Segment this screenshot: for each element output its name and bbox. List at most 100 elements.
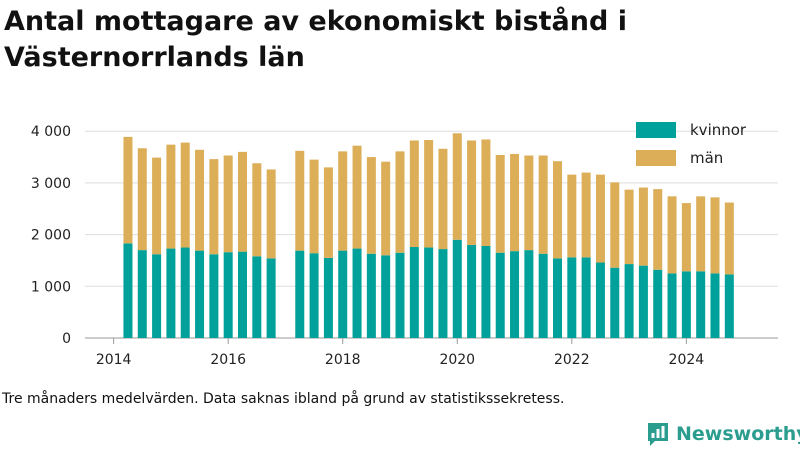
bar-man <box>638 187 648 266</box>
y-tick-label: 4 000 <box>31 124 71 140</box>
legend-label: kvinnor <box>690 121 747 139</box>
legend-swatch <box>636 150 676 166</box>
bars <box>123 133 734 338</box>
bar-man <box>424 139 434 248</box>
bar-man <box>667 196 677 274</box>
bar-man <box>209 159 219 255</box>
bar-man <box>137 148 147 251</box>
bar-kvinnor <box>724 274 734 338</box>
bar-kvinnor <box>395 252 405 338</box>
bar-kvinnor <box>238 251 247 338</box>
newsworthy-logo: Newsworthy <box>646 420 800 448</box>
x-tick-label: 2018 <box>325 352 361 368</box>
bar-kvinnor <box>424 247 434 338</box>
bar-man <box>452 133 462 240</box>
bar-man <box>323 167 333 258</box>
bar-kvinnor <box>295 250 305 338</box>
bar-man <box>395 151 405 253</box>
y-tick-label: 1 000 <box>31 279 71 295</box>
chart-caption: Tre månaders medelvärden. Data saknas ib… <box>2 391 565 407</box>
bar-kvinnor <box>667 273 677 338</box>
bar-man <box>567 174 577 258</box>
bar-man <box>409 140 419 248</box>
bar-kvinnor <box>524 250 534 338</box>
legend: kvinnor män <box>636 121 747 167</box>
x-tick-label: 2022 <box>554 352 590 368</box>
x-tick-label: 2024 <box>669 352 705 368</box>
bar-man <box>595 174 605 263</box>
bar-kvinnor <box>653 269 663 338</box>
bar-man <box>467 140 477 245</box>
bar-chart-speech-bubble-icon <box>648 423 668 446</box>
bar-man <box>524 155 534 251</box>
bar-kvinnor <box>481 245 491 338</box>
bar-kvinnor <box>538 253 548 338</box>
chart-title: Antal mottagare av ekonomiskt bistånd i … <box>4 6 627 73</box>
bar-kvinnor <box>266 258 276 338</box>
bar-man <box>710 197 720 274</box>
bar-man <box>252 163 262 257</box>
bar-man <box>366 157 376 254</box>
bar-man <box>510 153 520 252</box>
bar-kvinnor <box>137 250 147 338</box>
bar-kvinnor <box>223 252 233 338</box>
bar-man <box>438 148 448 250</box>
bar-kvinnor <box>510 251 520 338</box>
legend-label: män <box>690 149 723 167</box>
bar-kvinnor <box>610 267 620 338</box>
bar-kvinnor <box>323 257 333 338</box>
bar-kvinnor <box>710 273 720 338</box>
x-axis: 2014 2016 2018 2020 2022 2024 <box>96 338 704 368</box>
bar-kvinnor <box>495 252 505 338</box>
x-tick-label: 2016 <box>210 352 246 368</box>
bar-man <box>681 203 691 272</box>
bar-kvinnor <box>553 258 562 338</box>
legend-swatch <box>636 122 676 138</box>
bar-kvinnor <box>381 255 391 338</box>
bar-kvinnor <box>567 257 577 338</box>
bar-man <box>352 145 362 249</box>
bar-man <box>180 142 190 248</box>
bar-kvinnor <box>467 244 477 338</box>
bar-man <box>696 196 706 272</box>
bar-man <box>724 202 734 275</box>
bar-kvinnor <box>624 264 634 338</box>
bar-man <box>223 155 233 253</box>
bar-man <box>152 157 162 255</box>
bar-kvinnor <box>638 265 648 338</box>
bar-kvinnor <box>366 253 376 338</box>
x-tick-label: 2014 <box>96 352 132 368</box>
bar-kvinnor <box>152 254 162 338</box>
bar-man <box>238 151 247 252</box>
bar-man <box>481 139 491 246</box>
x-tick-label: 2020 <box>439 352 475 368</box>
y-tick-label: 2 000 <box>31 228 71 244</box>
bar-kvinnor <box>438 249 448 338</box>
bar-man <box>166 144 176 249</box>
bar-kvinnor <box>452 239 462 338</box>
bar-kvinnor <box>581 257 591 338</box>
brand-name: Newsworthy <box>676 423 800 445</box>
bar-man <box>338 151 348 251</box>
bar-man <box>309 159 319 254</box>
bar-man <box>553 161 562 259</box>
bar-kvinnor <box>352 248 362 338</box>
bar-man <box>381 161 391 256</box>
y-tick-label: 3 000 <box>31 176 71 192</box>
bar-kvinnor <box>209 254 219 338</box>
bar-kvinnor <box>681 271 691 338</box>
bar-kvinnor <box>696 271 706 338</box>
bar-man <box>610 182 620 268</box>
y-axis-ticks: 0 1 000 2 000 3 000 4 000 <box>31 124 71 347</box>
y-tick-label: 0 <box>62 331 71 347</box>
bar-man <box>624 189 634 265</box>
bar-kvinnor <box>123 243 133 338</box>
bar-man <box>538 155 548 254</box>
bar-man <box>653 189 663 270</box>
bar-man <box>495 154 505 253</box>
bar-man <box>581 172 591 258</box>
bar-man <box>295 150 305 251</box>
bar-man <box>123 136 133 244</box>
bar-kvinnor <box>166 248 176 338</box>
